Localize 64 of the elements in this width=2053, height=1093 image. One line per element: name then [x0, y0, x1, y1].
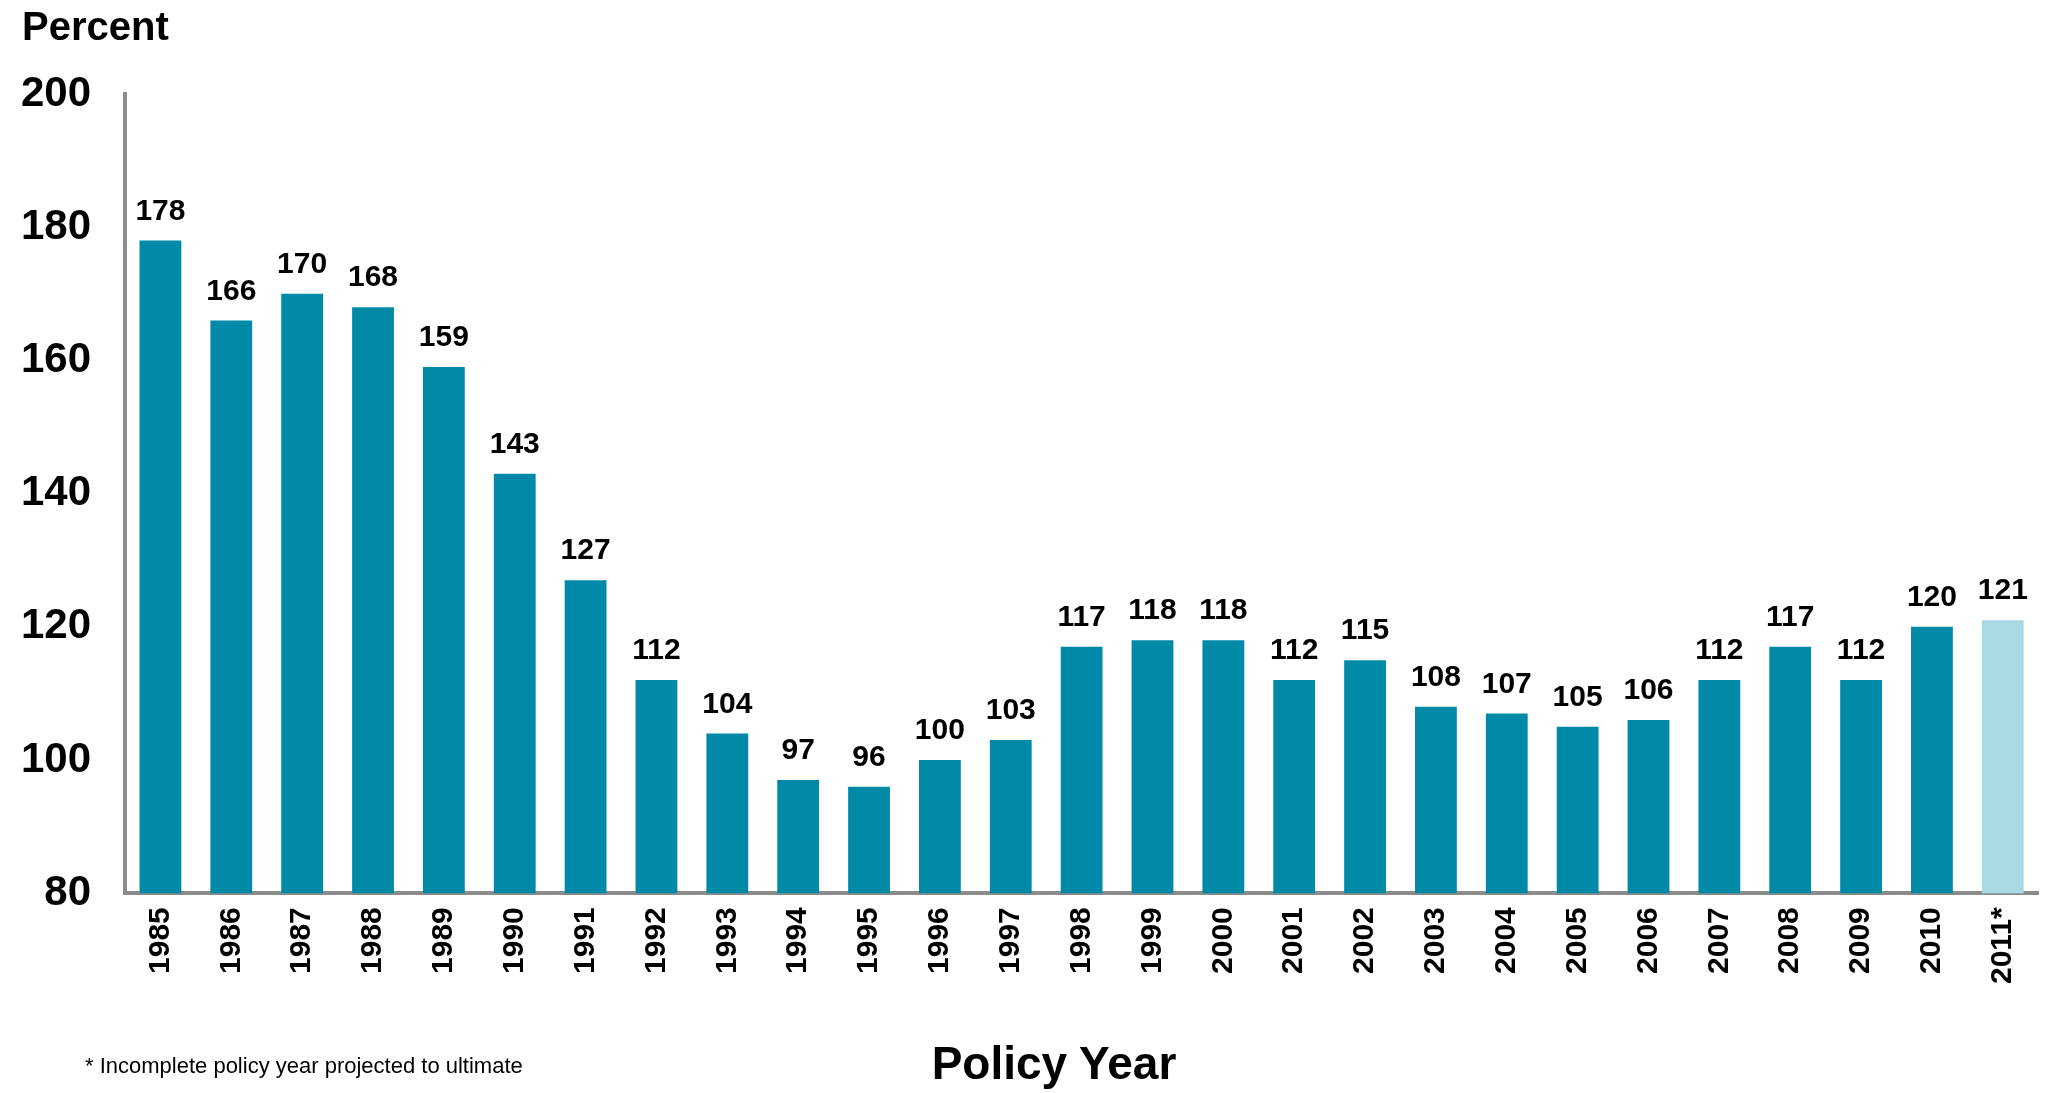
x-tick-label: 1992 [637, 907, 671, 974]
x-tick-label: 1998 [1062, 907, 1096, 974]
y-tick-label: 160 [20, 333, 91, 381]
x-tick-label: 2002 [1346, 907, 1380, 974]
x-tick-label: 2007 [1700, 907, 1734, 974]
y-tick-label: 120 [20, 600, 91, 648]
x-tick-label: 2000 [1204, 907, 1238, 974]
x-tick-label: 2008 [1771, 907, 1805, 974]
text: * Incomplete policy year projected to ultimate [85, 1053, 523, 1078]
y-axis-title: Percent [22, 4, 169, 48]
x-tick-label: 2005 [1558, 907, 1592, 974]
x-tick-label: 1988 [354, 907, 388, 974]
x-tick-label: 1990 [496, 907, 529, 974]
x-tick-label: 1996 [921, 907, 955, 974]
data-label: 105 [1552, 679, 1603, 712]
data-label: 118 [1128, 592, 1177, 626]
x-tick-label: 2001 [1275, 907, 1309, 974]
x-tick-label: 2011* [1984, 906, 2018, 985]
x-tick-label: 1985 [141, 907, 175, 974]
data-label: 115 [1340, 612, 1390, 646]
data-label: 112 [1836, 632, 1886, 666]
data-label: 112 [1695, 632, 1744, 666]
data-label: 168 [347, 259, 399, 293]
y-tick-label: 140 [20, 467, 91, 515]
x-tick-label: 2010 [1913, 907, 1947, 974]
data-label: 107 [1481, 665, 1532, 699]
x-axis-title: Policy Year [931, 1037, 1177, 1089]
data-label: 127 [560, 532, 611, 566]
data-label: 178 [135, 192, 186, 226]
x-tick-label: 1997 [992, 907, 1026, 974]
data-label: 100 [914, 712, 965, 746]
x-tick-label: 1986 [212, 907, 246, 974]
data-label: 112 [632, 632, 681, 666]
y-tick-label: 100 [20, 733, 91, 781]
x-tick-label: 1995 [850, 907, 884, 974]
data-label: 120 [1906, 579, 1957, 613]
x-tick-label: 2003 [1417, 907, 1451, 974]
x-tick-label: 2009 [1842, 907, 1876, 974]
data-label: 96 [852, 738, 886, 772]
x-tick-label: 2004 [1488, 906, 1522, 974]
data-label: 103 [985, 692, 1036, 726]
data-label: 118 [1199, 592, 1248, 626]
y-tick-label: 80 [44, 866, 91, 914]
x-tick-label: 1987 [283, 907, 317, 974]
x-tick-label: 1989 [425, 907, 459, 974]
data-label: 108 [1410, 659, 1461, 693]
data-label: 117 [1766, 599, 1815, 633]
x-tick-label: 1994 [779, 906, 813, 974]
data-label: 170 [277, 246, 328, 280]
y-tick-label: 200 [20, 67, 91, 115]
data-label: 97 [781, 732, 815, 766]
data-label: 166 [206, 272, 257, 306]
data-label: 104 [702, 685, 753, 719]
data-label: 121 [1977, 572, 2028, 606]
x-tick-label: 1991 [566, 907, 600, 974]
x-tick-label: 2006 [1629, 907, 1663, 974]
data-label: 159 [418, 319, 469, 353]
data-label: 106 [1623, 672, 1674, 706]
x-tick-label: 1993 [708, 907, 742, 974]
data-label: 112 [1269, 632, 1319, 666]
data-label: 143 [489, 425, 540, 459]
data-label: 117 [1057, 599, 1106, 633]
y-tick-label: 180 [20, 200, 91, 248]
x-tick-label: 1999 [1133, 907, 1167, 974]
